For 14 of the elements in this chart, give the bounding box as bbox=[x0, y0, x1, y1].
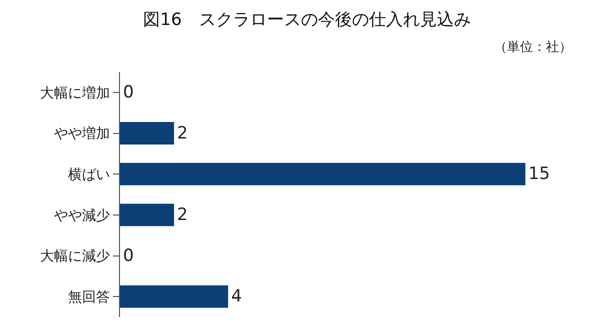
data-label: 4 bbox=[231, 286, 242, 307]
data-label: 2 bbox=[177, 123, 188, 144]
y-tick-label: やや減少 bbox=[54, 208, 110, 224]
data-label: 2 bbox=[177, 204, 188, 225]
y-tick-label: 横ばい bbox=[68, 166, 110, 183]
data-label: 0 bbox=[123, 82, 134, 102]
data-label: 15 bbox=[528, 164, 550, 184]
chart-title: 図16 スクラロースの今後の仕入れ見込み bbox=[143, 10, 471, 30]
y-tick-label: 大幅に増加 bbox=[40, 84, 110, 102]
text: （単位：社） bbox=[494, 40, 572, 55]
data-label: 0 bbox=[123, 246, 134, 266]
y-tick-label: 無回答 bbox=[68, 289, 110, 306]
y-tick-label: やや増加 bbox=[54, 125, 110, 142]
y-tick-label: 大幅に減少 bbox=[40, 248, 110, 265]
